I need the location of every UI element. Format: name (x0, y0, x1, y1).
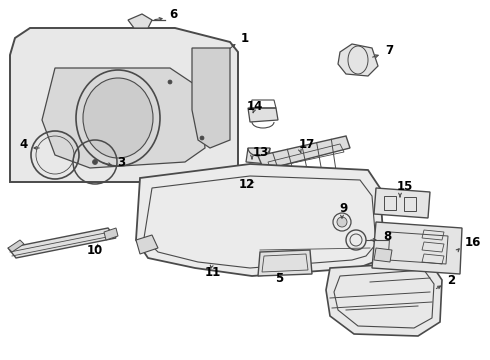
Text: 16: 16 (465, 235, 481, 248)
Ellipse shape (93, 159, 98, 165)
Polygon shape (338, 44, 378, 76)
Polygon shape (136, 164, 384, 276)
Polygon shape (372, 222, 462, 274)
Polygon shape (246, 148, 270, 164)
Text: 2: 2 (447, 274, 455, 287)
Text: 9: 9 (339, 202, 347, 215)
Text: 5: 5 (275, 271, 283, 284)
Polygon shape (248, 108, 278, 122)
Polygon shape (128, 14, 152, 28)
Ellipse shape (168, 80, 172, 84)
Ellipse shape (337, 217, 347, 227)
Polygon shape (192, 48, 230, 148)
Text: 10: 10 (87, 243, 103, 256)
Polygon shape (42, 68, 205, 168)
Text: 8: 8 (383, 230, 391, 243)
Polygon shape (258, 250, 312, 276)
Polygon shape (8, 240, 24, 252)
Ellipse shape (83, 78, 153, 158)
Text: 15: 15 (397, 180, 414, 193)
Text: 11: 11 (205, 266, 221, 279)
Polygon shape (10, 28, 238, 182)
Text: 13: 13 (253, 145, 269, 158)
Polygon shape (136, 235, 158, 254)
Text: 4: 4 (19, 138, 27, 150)
Ellipse shape (200, 136, 204, 140)
Text: 12: 12 (239, 177, 255, 190)
Text: 7: 7 (385, 44, 393, 57)
Text: 17: 17 (299, 138, 315, 150)
Text: 6: 6 (169, 8, 177, 21)
Polygon shape (258, 136, 350, 170)
Polygon shape (104, 228, 118, 240)
Polygon shape (8, 228, 116, 258)
Polygon shape (326, 262, 442, 336)
Polygon shape (374, 248, 392, 262)
Text: 14: 14 (247, 99, 264, 112)
Polygon shape (248, 172, 298, 186)
Text: 3: 3 (117, 156, 125, 168)
Polygon shape (374, 188, 430, 218)
Text: 1: 1 (241, 31, 249, 45)
